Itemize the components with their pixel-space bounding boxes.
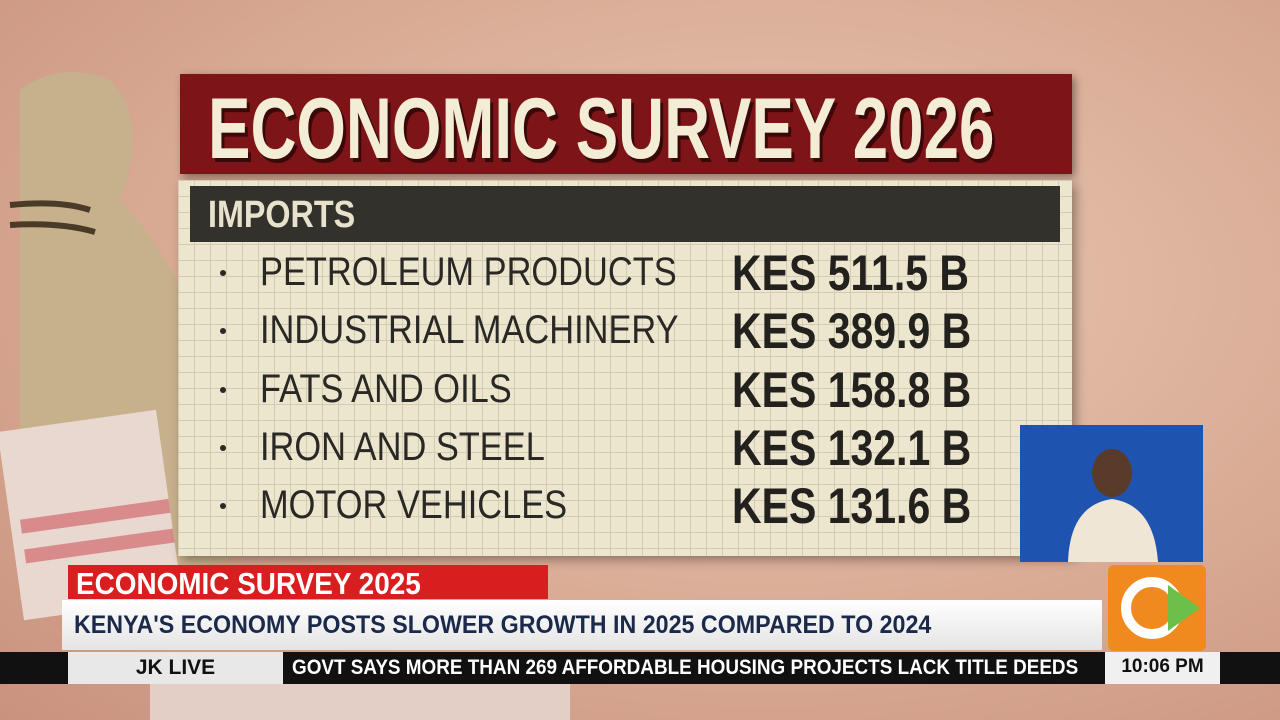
section-title: IMPORTS [208,194,356,236]
headline-band [62,600,1102,650]
channel-logo [1108,565,1206,651]
item-value: KES 132.1 B [732,419,972,476]
ticker-label: JK LIVE [135,656,216,679]
tag-band [68,565,548,599]
story-tag: ECONOMIC SURVEY 2025 [76,566,421,601]
item-label: MOTOR VEHICLES [260,483,568,528]
item-value: KES 511.5 B [732,245,970,301]
banknotes [150,684,570,720]
item-value: KES 389.9 B [732,303,972,360]
bullet [220,270,226,276]
bullet [220,444,226,451]
interpreter [1068,449,1158,562]
item-value: KES 131.6 B [732,478,972,535]
note-stripe [19,498,171,534]
sign-language-inset [1020,425,1203,562]
section-bar [190,186,1060,242]
headline: KENYA'S ECONOMY POSTS SLOWER GROWTH IN 2… [74,611,932,639]
title-band [180,74,1072,174]
note-stripe [24,528,175,564]
item-label: FATS AND OILS [260,366,512,411]
bag-rope [9,200,96,235]
ticker-text: GOVT SAYS MORE THAN 269 AFFORDABLE HOUSI… [292,656,1079,679]
item-label: INDUSTRIAL MACHINERY [260,308,679,353]
bullet [220,328,226,335]
ticker-label-box [68,652,283,684]
item-label: IRON AND STEEL [260,424,545,469]
clock: 10:06 PM [1121,656,1204,677]
clock-box [1105,652,1220,684]
item-label: PETROLEUM PRODUCTS [260,250,677,294]
bullet [220,503,226,510]
card [178,180,1072,556]
item-value: KES 158.8 B [732,361,972,418]
title: ECONOMIC SURVEY 2026 [208,81,995,177]
bullet [220,386,226,393]
